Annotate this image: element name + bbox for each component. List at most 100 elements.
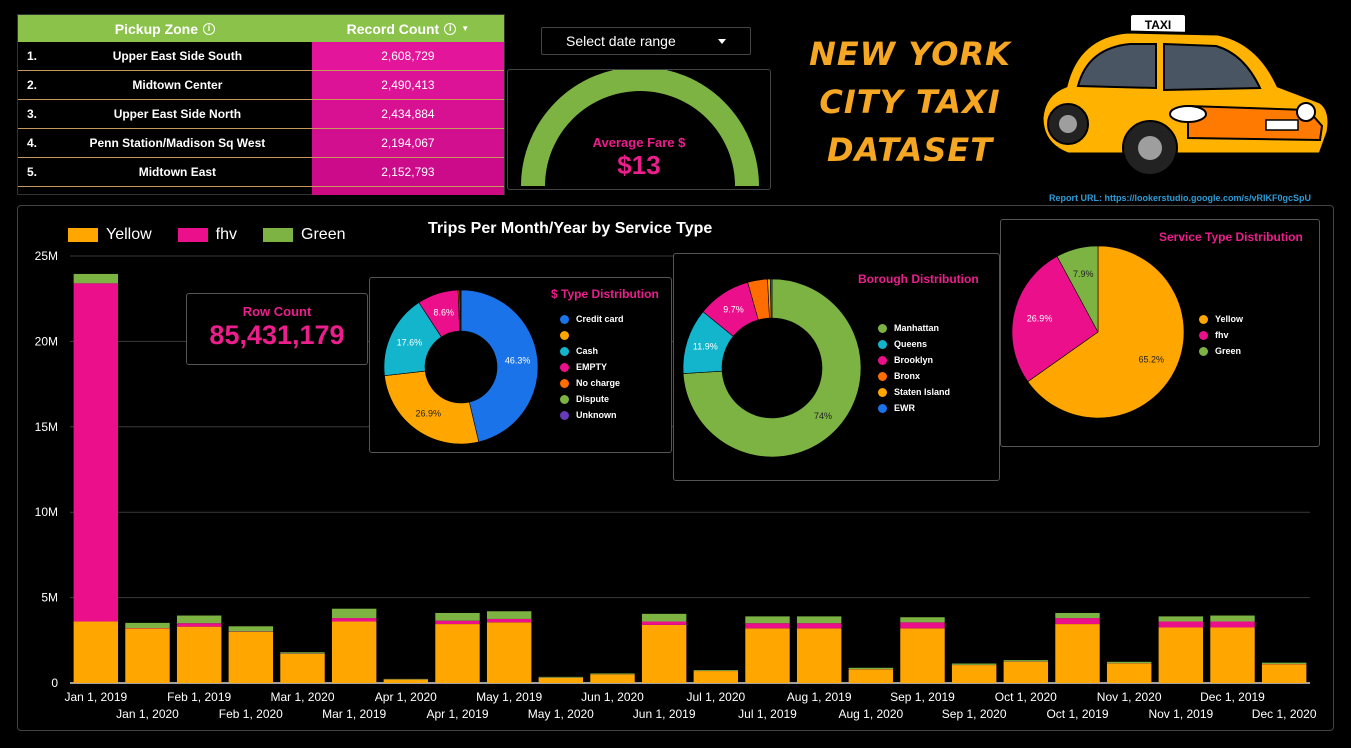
bar-segment-fhv[interactable] [1158, 621, 1204, 628]
bar-segment-yellow[interactable] [1106, 663, 1152, 683]
bar-segment-yellow[interactable] [641, 624, 687, 683]
bar-segment-green[interactable] [745, 616, 790, 624]
sort-descending-icon[interactable]: ▼ [461, 24, 470, 33]
legend-item-yellow[interactable]: Yellow [68, 226, 152, 244]
bar-segment-yellow[interactable] [900, 628, 945, 683]
bar-segment-green[interactable] [1055, 612, 1100, 619]
bar-segment-fhv[interactable] [486, 618, 532, 623]
legend-item[interactable]: Queens [878, 336, 950, 352]
bar-segment-fhv[interactable] [641, 621, 687, 625]
bar-segment-yellow[interactable] [1158, 627, 1204, 683]
bar-segment-yellow[interactable] [125, 628, 170, 683]
legend-item[interactable]: EWR [878, 400, 950, 416]
bar-segment-green[interactable] [796, 616, 842, 624]
bar-segment-green[interactable] [590, 673, 635, 675]
legend-item[interactable]: No charge [560, 375, 624, 391]
legend-item[interactable]: Brooklyn [878, 352, 950, 368]
bar-segment-green[interactable] [125, 622, 170, 629]
bar-segment-yellow[interactable] [228, 631, 274, 683]
bar-segment-yellow[interactable] [331, 621, 377, 683]
bar-segment-yellow[interactable] [848, 669, 894, 683]
legend-item[interactable]: Manhattan [878, 320, 950, 336]
slice-data-label: 17.6% [397, 338, 423, 348]
date-range-picker[interactable]: Select date range [541, 27, 751, 55]
bar-segment-fhv[interactable] [1055, 618, 1100, 625]
legend-item[interactable]: Unknown [560, 407, 624, 423]
bar-segment-green[interactable] [331, 608, 377, 619]
bar-segment-fhv[interactable] [796, 623, 842, 629]
bar-segment-yellow[interactable] [745, 628, 790, 683]
report-url-link[interactable]: Report URL: https://lookerstudio.google.… [1049, 193, 1312, 203]
bar-segment-green[interactable] [383, 678, 429, 680]
bar-segment-yellow[interactable] [1003, 661, 1049, 683]
slice-green[interactable] [1056, 245, 1099, 333]
bar-segment-yellow[interactable] [176, 626, 222, 683]
slice-manhattan[interactable] [682, 278, 862, 458]
bar-segment-green[interactable] [693, 670, 739, 671]
bar-segment-fhv[interactable] [73, 283, 119, 622]
info-icon[interactable]: i [444, 22, 457, 35]
bar-segment-fhv[interactable] [331, 618, 377, 622]
slice-ewr[interactable] [770, 278, 773, 319]
bar-segment-yellow[interactable] [538, 677, 584, 683]
column-header-pickup-zone[interactable]: Pickup Zone i [18, 15, 312, 42]
bar-segment-yellow[interactable] [1261, 664, 1307, 683]
bar-segment-green[interactable] [176, 615, 222, 624]
bar-segment-green[interactable] [435, 612, 480, 621]
bar-segment-green[interactable] [641, 613, 687, 622]
legend-item-fhv[interactable]: fhv [177, 226, 237, 244]
bar-segment-fhv[interactable] [900, 622, 945, 629]
bar-segment-green[interactable] [848, 667, 894, 670]
legend-item-green[interactable]: Green [263, 226, 345, 244]
bar-segment-green[interactable] [486, 611, 532, 619]
bar-segment-green[interactable] [538, 676, 584, 678]
bar-segment-yellow[interactable] [73, 621, 119, 683]
bar-segment-yellow[interactable] [590, 674, 635, 683]
legend-item[interactable]: Staten Island [878, 384, 950, 400]
bar-segment-green[interactable] [1158, 616, 1204, 622]
bar-segment-green[interactable] [1106, 661, 1152, 664]
legend-item[interactable] [560, 327, 624, 343]
bar-segment-green[interactable] [1261, 662, 1307, 665]
table-row[interactable]: 5. Midtown East 2,152,793 [18, 158, 504, 187]
bar-segment-yellow[interactable] [796, 628, 842, 683]
bar-segment-yellow[interactable] [383, 679, 429, 683]
bar-segment-green[interactable] [900, 617, 945, 623]
bar-segment-green[interactable] [1003, 660, 1049, 662]
legend-item[interactable]: Bronx [878, 368, 950, 384]
bar-segment-green[interactable] [228, 626, 274, 632]
bar-segment-fhv[interactable] [176, 623, 222, 627]
column-header-record-count[interactable]: Record Count i ▼ [312, 15, 504, 42]
bar-segment-green[interactable] [280, 652, 325, 654]
legend-item[interactable]: Green [1199, 343, 1243, 359]
table-row[interactable]: 3. Upper East Side North 2,434,884 [18, 100, 504, 129]
slice-credit-card[interactable] [460, 289, 539, 443]
legend-item[interactable]: fhv [1199, 327, 1243, 343]
legend-item[interactable]: Cash [560, 343, 624, 359]
bar-segment-fhv[interactable] [745, 623, 790, 629]
bar-segment-yellow[interactable] [951, 665, 997, 683]
legend-item[interactable]: EMPTY [560, 359, 624, 375]
legend-item[interactable]: Dispute [560, 391, 624, 407]
bar-segment-green[interactable] [1210, 615, 1255, 622]
legend-item[interactable]: Credit card [560, 311, 624, 327]
table-row[interactable]: 2. Midtown Center 2,490,413 [18, 71, 504, 100]
slice-blank[interactable] [384, 370, 480, 445]
bar-segment-yellow[interactable] [486, 622, 532, 683]
bar-segment-yellow[interactable] [435, 624, 480, 683]
bar-segment-fhv[interactable] [435, 620, 480, 625]
bar-segment-yellow[interactable] [1055, 624, 1100, 683]
bar-segment-green[interactable] [73, 273, 119, 284]
bar-segment-yellow[interactable] [280, 653, 325, 683]
bar-segment-yellow[interactable] [693, 671, 739, 683]
table-row[interactable]: 1. Upper East Side South 2,608,729 [18, 42, 504, 71]
zone-cell: Midtown East [138, 165, 217, 179]
bar-segment-yellow[interactable] [1210, 627, 1255, 683]
slice-yellow[interactable] [1027, 245, 1185, 419]
bar-segment-green[interactable] [951, 663, 997, 665]
bar-segment-fhv[interactable] [1210, 621, 1255, 628]
table-row[interactable]: 4. Penn Station/Madison Sq West 2,194,067 [18, 129, 504, 158]
legend-item[interactable]: Yellow [1199, 311, 1243, 327]
slice-fhv[interactable] [1011, 255, 1099, 383]
info-icon[interactable]: i [203, 22, 216, 35]
